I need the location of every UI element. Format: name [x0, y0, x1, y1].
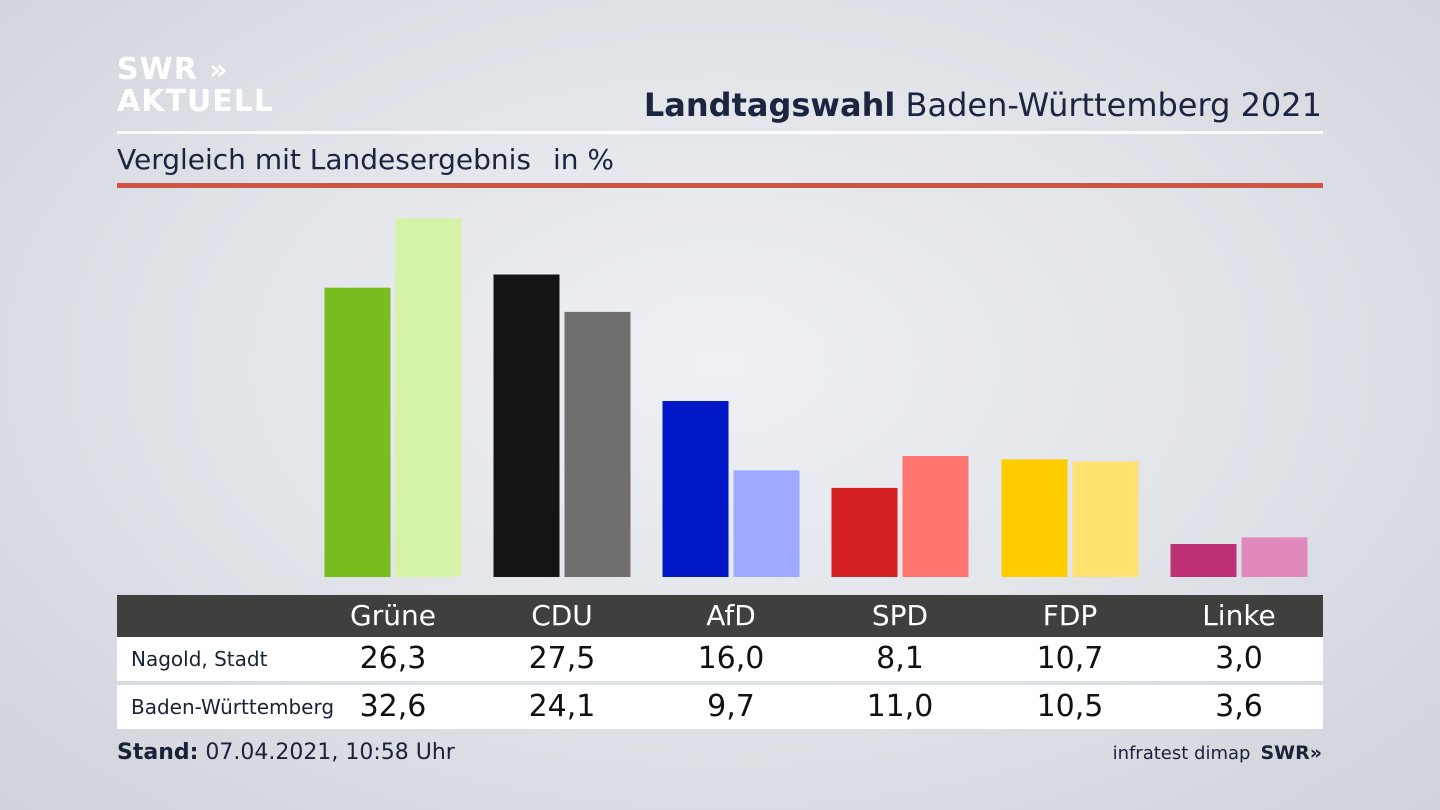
source-credit: infratest dimap SWR»: [1113, 742, 1322, 764]
source-text: infratest dimap: [1112, 743, 1251, 764]
value-cell: 3,0: [1215, 641, 1263, 676]
bar-nagold-0: [324, 287, 391, 577]
bar-nagold-1: [493, 274, 560, 577]
column-header: FDP: [1042, 599, 1098, 632]
swr-aktuell-logo: SWR » AKTUELL: [117, 54, 274, 118]
table-row-baden-wuerttemberg: Baden-Württemberg 32,6 24,1 9,7 11,0 10,5 3,6: [117, 685, 1323, 729]
value-cell: 24,1: [528, 689, 596, 724]
bar-bw-0: [395, 218, 462, 577]
value-cell: 32,6: [359, 689, 427, 724]
stand-label: Stand:: [117, 740, 199, 765]
column-header: SPD: [871, 599, 929, 632]
swr-brand: SWR»: [1260, 742, 1322, 764]
chart-subtitle: Vergleich mit Landesergebnis in %: [117, 143, 614, 176]
bar-bw-4: [1072, 461, 1139, 577]
value-cell: 16,0: [697, 641, 765, 676]
value-cell: 26,3: [359, 641, 427, 676]
value-cell: 11,0: [866, 689, 934, 724]
timestamp: Stand: 07.04.2021, 10:58 Uhr: [117, 740, 455, 765]
bar-nagold-2: [662, 401, 729, 577]
table-row-nagold: Nagold, Stadt 26,3 27,5 16,0 8,1 10,7 3,0: [117, 637, 1323, 681]
bar-bw-3: [902, 456, 969, 577]
bar-bw-1: [564, 311, 631, 577]
subtitle-text: Vergleich mit Landesergebnis: [117, 143, 531, 176]
logo-line1: SWR: [117, 52, 198, 87]
subtitle-unit: in %: [552, 143, 615, 176]
row-label: Baden-Württemberg: [131, 695, 335, 719]
row-label: Nagold, Stadt: [131, 647, 268, 671]
value-cell: 27,5: [528, 641, 596, 676]
value-cell: 10,7: [1036, 641, 1104, 676]
value-cell: 9,7: [707, 689, 755, 724]
column-header: Linke: [1202, 599, 1276, 632]
bar-bw-2: [733, 470, 800, 577]
bar-bw-5: [1241, 537, 1308, 577]
stand-value: 07.04.2021, 10:58 Uhr: [205, 740, 455, 765]
subtitle-divider: [117, 183, 1323, 188]
title-rest: Baden-Württemberg 2021: [905, 86, 1323, 124]
bar-nagold-3: [831, 487, 898, 577]
results-table: Grüne CDU AfD SPD FDP Linke Nagold, Stadt 26,…: [117, 595, 1323, 729]
logo-line2: AKTUELL: [117, 84, 275, 119]
title-bold: Landtagswahl: [643, 86, 896, 124]
column-header: AfD: [706, 599, 756, 632]
value-cell: 3,6: [1215, 689, 1263, 724]
title-divider: [117, 131, 1323, 134]
value-cell: 10,5: [1036, 689, 1104, 724]
column-header: Grüne: [350, 599, 436, 632]
table-header: Grüne CDU AfD SPD FDP Linke: [117, 595, 1323, 637]
bar-nagold-4: [1001, 459, 1068, 577]
bar-nagold-5: [1170, 544, 1237, 577]
value-cell: 8,1: [876, 641, 924, 676]
column-header: CDU: [531, 599, 593, 632]
page-title: Landtagswahl Baden-Württemberg 2021: [644, 86, 1322, 124]
